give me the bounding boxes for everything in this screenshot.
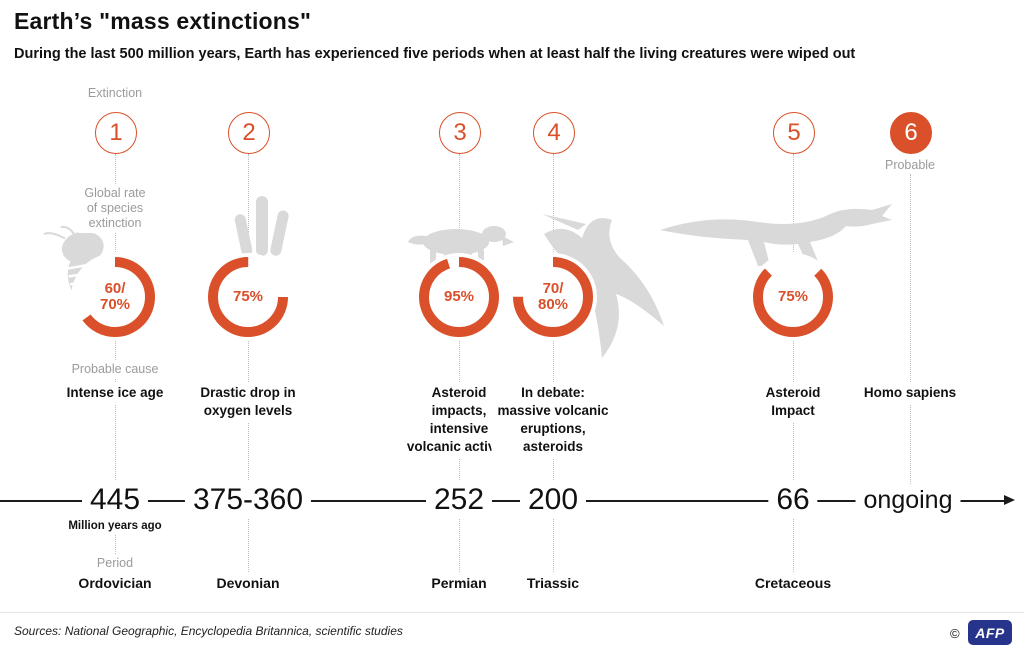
period-triassic: Triassic [520,573,586,593]
rate-donut-chart [204,253,292,341]
column-connector-line [458,154,460,592]
extinction-number-4: 4 [533,112,575,154]
extinction-number-6: 6 [890,112,932,154]
extinction-rate-ring-3: 95% [413,251,505,343]
column-connector-line [792,154,794,592]
timeline-years-1: 445 [81,481,149,519]
column-connector-line [552,154,554,592]
extinction-rate-ring-2: 75% [202,251,294,343]
extinction-rate-ring-4: 70/ 80% [507,251,599,343]
cause-triassic: In debate: massive volcanic eruptions, a… [491,382,615,458]
rate-donut-chart [71,253,159,341]
extinction-rate-ring-1: 60/ 70% [69,251,161,343]
cause-ordovician: Intense ice age [60,382,170,404]
extinction-number-2: 2 [228,112,270,154]
page-title: Earth’s "mass extinctions" [14,8,312,34]
timeline-years-4: 200 [519,481,587,519]
extinction-number-1: 1 [95,112,137,154]
global-rate-label: Global rate of species extinction [78,184,152,233]
rate-value: 95% [443,288,475,305]
cause-devonian: Drastic drop in oxygen levels [194,382,302,422]
million-years-ago-label: Million years ago [62,518,168,534]
rate-value: 70/ 80% [537,280,569,313]
period-permian: Permian [425,573,493,593]
rate-donut-chart [509,253,597,341]
page-subtitle: During the last 500 million years, Earth… [14,46,856,62]
extinction-number-text: 2 [242,119,256,146]
sources-text: Sources: National Geographic, Encycloped… [14,624,403,638]
probable-cause-label: Probable cause [65,360,165,379]
copyright-symbol: © [950,626,960,641]
rate-arc [208,257,288,337]
timeline-years-3: 252 [425,481,493,519]
timeline-years-2: 375-360 [184,481,312,519]
timeline-arrow-icon [1004,495,1015,505]
extinction-number-text: 5 [787,119,801,146]
dinosaur-skeleton-silhouette-icon [660,204,892,266]
timeline-years-5: 66 [768,481,818,519]
extinction-number-text: 4 [547,119,561,146]
timeline-axis [0,500,1004,502]
rate-value: 75% [777,288,809,305]
column-connector-line [247,154,249,592]
rate-donut-chart [415,253,503,341]
rate-value: 75% [232,288,264,305]
rate-arc [75,257,155,337]
extinction-number-5: 5 [773,112,815,154]
extinction-number-text: 1 [109,119,123,146]
footer-divider [0,612,1024,613]
extinction-number-text: 6 [904,119,918,146]
rate-donut-chart [749,253,837,341]
column-connector-line [909,174,911,486]
extinction-number-text: 3 [453,119,467,146]
cause-cretaceous: Asteroid Impact [759,382,827,422]
early-organism-silhouette-icon [234,196,289,256]
probable-label: Probable [884,158,936,172]
extinction-label: Extinction [87,86,143,100]
period-label: Period [90,554,140,573]
period-cretaceous: Cretaceous [748,573,838,593]
extinction-number-3: 3 [439,112,481,154]
pterosaur-silhouette-icon [542,214,664,358]
period-devonian: Devonian [210,573,286,593]
extinction-rate-ring-5: 75% [747,251,839,343]
period-ordovician: Ordovician [72,573,158,593]
rate-value: 60/ 70% [99,280,131,313]
rate-arc [419,257,499,337]
afp-logo: AFP [968,620,1012,645]
timeline-years-6: ongoing [855,485,961,515]
rate-arc [513,257,593,337]
cause-sixth: Homo sapiens [857,382,963,404]
